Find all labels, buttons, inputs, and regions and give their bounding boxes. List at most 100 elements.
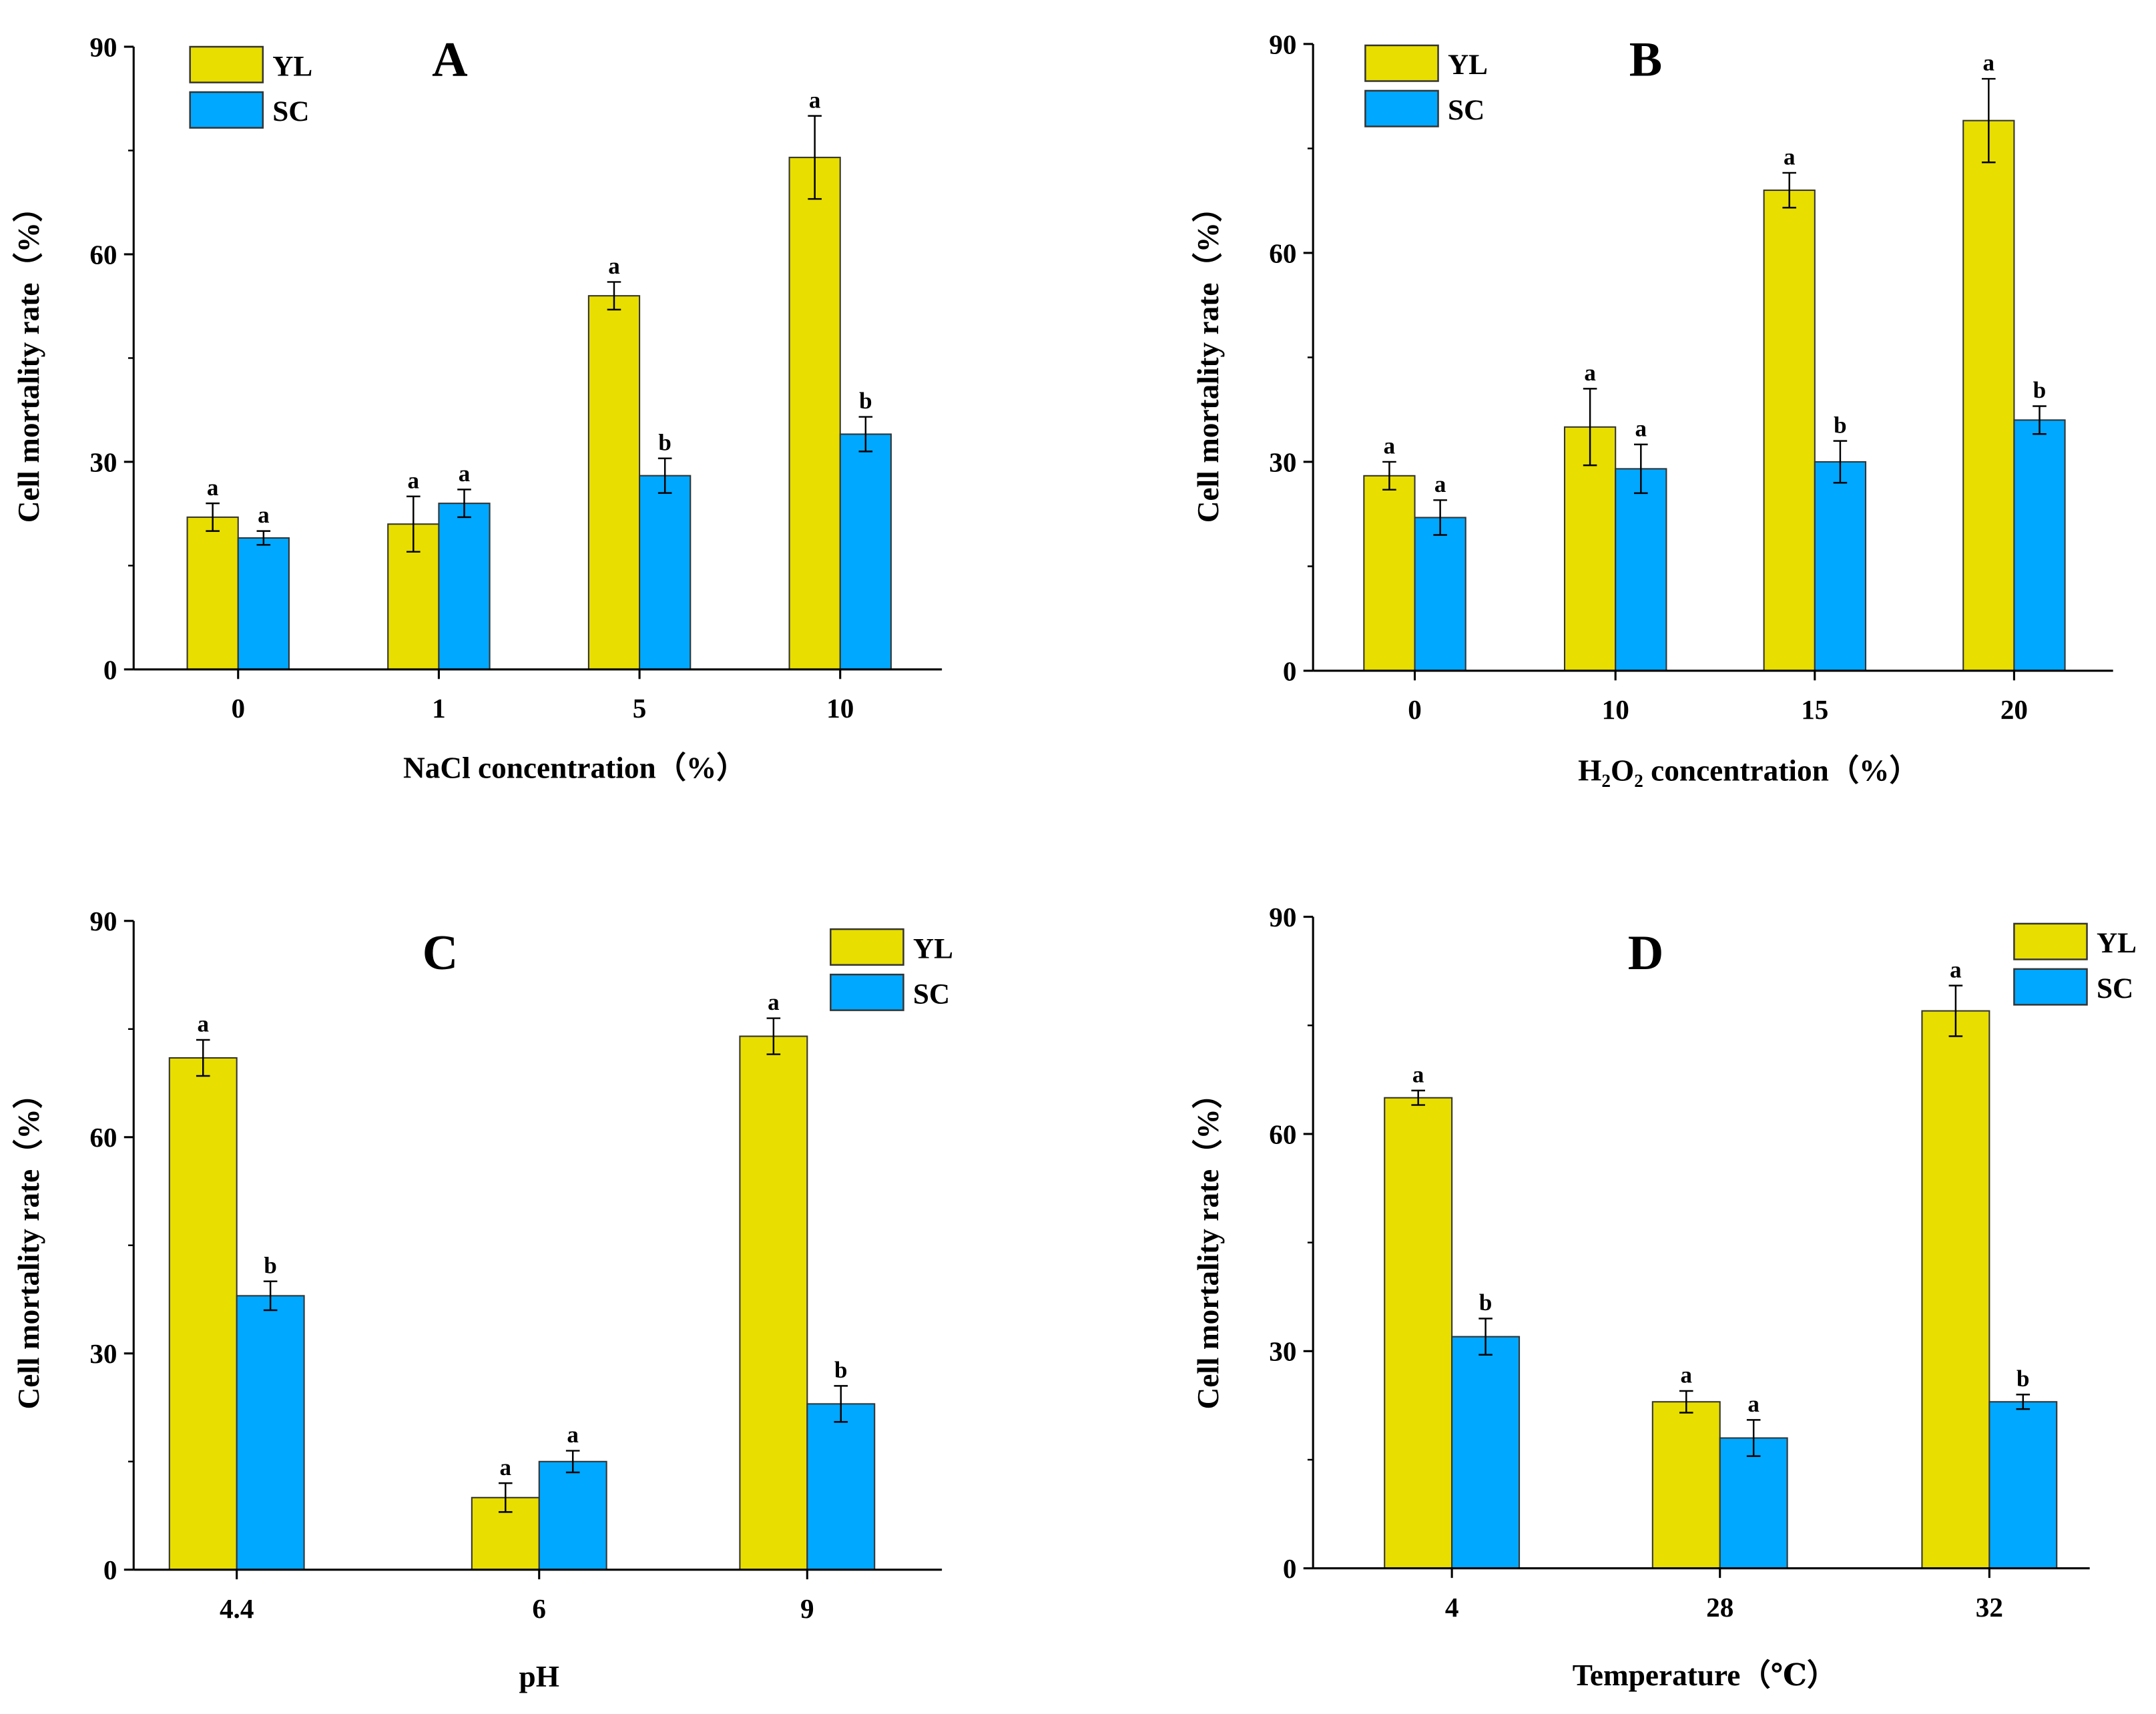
legend-label-yl: YL — [272, 50, 312, 82]
bar-sc — [1451, 1336, 1521, 1569]
x-tick-label: 10 — [826, 693, 854, 724]
x-tick-label: 0 — [1408, 694, 1422, 725]
y-axis-label: Cell mortality rate（%） — [1191, 192, 1225, 523]
bar-sc — [1814, 461, 1867, 671]
significance-letter: a — [1983, 50, 1994, 76]
y-tick-label: 0 — [1283, 655, 1297, 686]
legend-label-sc: SC — [1448, 94, 1485, 126]
significance-letter: a — [809, 87, 821, 113]
significance-letter: b — [264, 1252, 276, 1278]
legend-label-yl: YL — [913, 932, 953, 964]
chart-panel-a: a a a a a a b b 0 30 60 90 0 1 5 10 NaCl concentration（%… — [12, 31, 942, 785]
significance-letter: a — [1681, 1362, 1693, 1388]
bar-yl — [1962, 119, 2015, 671]
y-tick-label: 0 — [103, 654, 117, 685]
y-tick-label: 60 — [89, 239, 117, 270]
y-axis-label: Cell mortality rate（%） — [12, 192, 45, 523]
y-tick-label: 30 — [89, 1338, 117, 1369]
bar-sc — [839, 433, 892, 670]
x-tick-label: 1 — [432, 693, 446, 724]
bar-yl — [587, 295, 641, 670]
bar-sc — [438, 503, 491, 670]
significance-letter: a — [1635, 415, 1647, 441]
y-tick-label: 0 — [103, 1554, 117, 1585]
legend-swatch-sc — [1364, 89, 1439, 127]
panel-letter: C — [423, 926, 459, 980]
bar-yl — [1763, 189, 1816, 671]
legend-swatch-sc — [2013, 968, 2088, 1006]
significance-letter: a — [1784, 144, 1796, 170]
legend-swatch-yl — [830, 928, 904, 966]
x-tick-label: 15 — [1801, 694, 1828, 725]
x-axis-label: H₂O₂ concentration（%） — [1578, 754, 1920, 788]
bar-sc — [237, 537, 290, 670]
bar-sc — [538, 1460, 607, 1570]
bar-yl — [739, 1035, 808, 1570]
bar-yl — [1563, 426, 1617, 671]
significance-letter: a — [207, 475, 219, 501]
y-tick-label: 90 — [89, 906, 117, 936]
chart-panel-b: a a a a a a b b 0 30 60 90 0 10 15 20 H₂O₂ concentration… — [1191, 29, 2113, 788]
significance-letter: a — [197, 1011, 209, 1037]
significance-letter: a — [1384, 433, 1396, 459]
legend-label-sc: SC — [2097, 972, 2133, 1005]
x-tick-label: 20 — [2000, 694, 2028, 725]
significance-letter: a — [258, 502, 270, 528]
legend-swatch-yl — [2013, 922, 2088, 960]
legend-swatch-sc — [830, 973, 904, 1011]
significance-letter: a — [608, 253, 620, 279]
bar-sc — [1615, 468, 1667, 671]
x-tick-label: 6 — [532, 1593, 546, 1624]
bar-sc — [2013, 419, 2066, 671]
significance-letter: a — [768, 989, 780, 1015]
x-tick-label: 28 — [1706, 1592, 1733, 1623]
significance-letter: a — [459, 461, 471, 487]
bar-sc — [1414, 517, 1466, 671]
x-tick-label: 4.4 — [220, 1593, 254, 1624]
significance-letter: a — [1747, 1391, 1760, 1417]
bar-yl — [1384, 1097, 1453, 1569]
bar-sc — [236, 1295, 305, 1570]
legend-label-yl: YL — [1448, 49, 1488, 81]
significance-letter: a — [1584, 360, 1595, 386]
bar-yl — [788, 156, 841, 670]
bar-sc — [806, 1403, 876, 1570]
bar-sc — [639, 475, 692, 670]
significance-letter: b — [859, 388, 872, 414]
chart-panel-c: a a a b a b 0 30 60 90 4.4 6 9 pH Cell mortality rate（… — [12, 906, 953, 1693]
x-tick-label: 0 — [231, 693, 245, 724]
significance-letter: a — [408, 467, 420, 493]
legend-swatch-sc — [189, 91, 264, 129]
panel-letter: A — [432, 32, 468, 87]
significance-letter: b — [2033, 377, 2046, 403]
legend-label-sc: SC — [913, 978, 950, 1010]
bar-yl — [1651, 1401, 1721, 1569]
x-axis-label: Temperature（℃） — [1573, 1659, 1837, 1692]
y-tick-label: 90 — [1269, 29, 1296, 59]
x-tick-label: 4 — [1445, 1592, 1459, 1623]
significance-letter: a — [500, 1454, 512, 1480]
y-tick-label: 90 — [1269, 902, 1296, 932]
bar-sc — [1988, 1401, 2058, 1569]
legend-swatch-yl — [189, 45, 264, 83]
significance-letter: b — [834, 1357, 847, 1383]
y-tick-label: 60 — [89, 1122, 117, 1153]
significance-letter: b — [1834, 412, 1846, 438]
y-tick-label: 60 — [1269, 238, 1296, 268]
significance-letter: a — [1412, 1062, 1424, 1088]
bar-yl — [1363, 475, 1416, 671]
panel-letter: B — [1629, 32, 1662, 87]
panel-letter: D — [1628, 926, 1664, 980]
x-axis-label: pH — [519, 1660, 559, 1693]
x-tick-label: 5 — [633, 693, 647, 724]
bar-sc — [1719, 1437, 1788, 1569]
y-tick-label: 30 — [89, 447, 117, 477]
legend-swatch-yl — [1364, 44, 1439, 82]
significance-letter: b — [1479, 1290, 1492, 1316]
bar-yl — [168, 1057, 238, 1570]
x-axis-label: NaCl concentration（%） — [403, 752, 747, 785]
y-tick-label: 30 — [1269, 1336, 1296, 1367]
x-tick-label: 32 — [1976, 1592, 2003, 1623]
significance-letter: b — [658, 429, 671, 455]
